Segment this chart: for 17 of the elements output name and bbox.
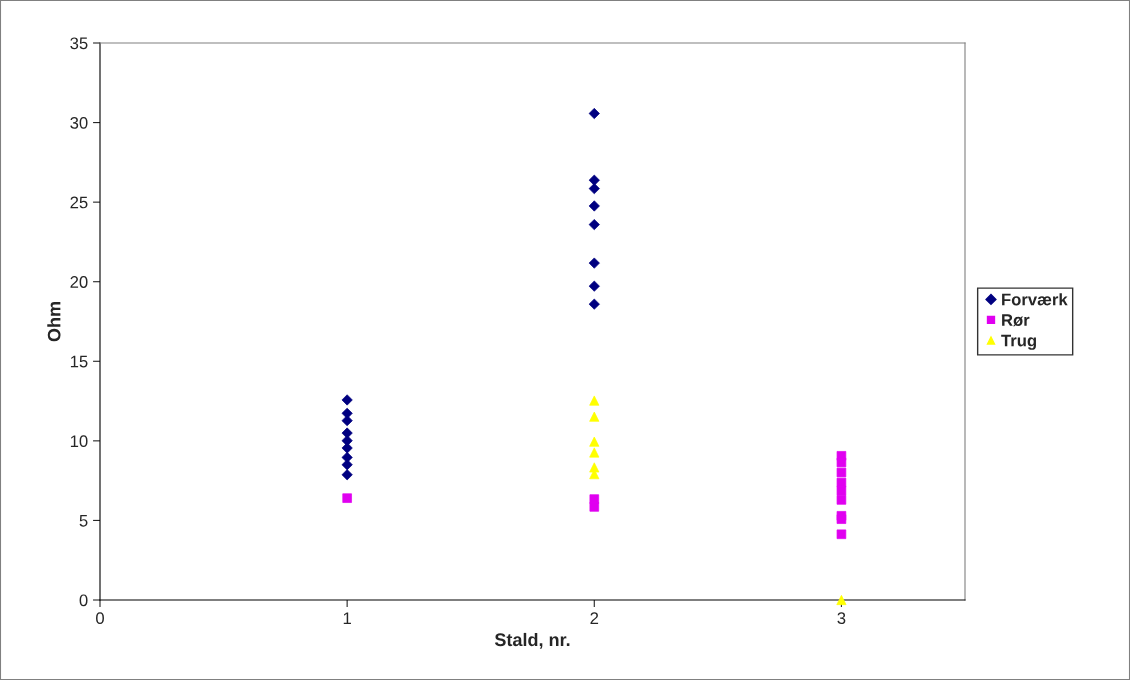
y-tick-label: 25 bbox=[70, 196, 88, 209]
legend-label: Forværk bbox=[1002, 293, 1068, 306]
x-tick-label: 2 bbox=[590, 612, 599, 624]
x-tick-label: 1 bbox=[343, 612, 351, 624]
y-tick-label: 30 bbox=[70, 116, 88, 129]
y-axis-title: Ohm bbox=[47, 302, 61, 342]
y-tick-label: 20 bbox=[70, 276, 88, 288]
x-axis-title: Stald, nr. bbox=[494, 632, 570, 649]
y-tick-label: 0 bbox=[79, 594, 88, 607]
x-tick-label: 3 bbox=[837, 612, 846, 625]
y-tick-label: 10 bbox=[70, 435, 88, 448]
y-tick-label: 5 bbox=[79, 515, 88, 527]
legend-label: Trug bbox=[1001, 334, 1036, 350]
y-tick-label: 35 bbox=[70, 37, 88, 50]
y-tick-label: 15 bbox=[70, 355, 88, 368]
legend-label: Rør bbox=[1002, 314, 1030, 327]
x-tick-label: 0 bbox=[96, 612, 104, 625]
